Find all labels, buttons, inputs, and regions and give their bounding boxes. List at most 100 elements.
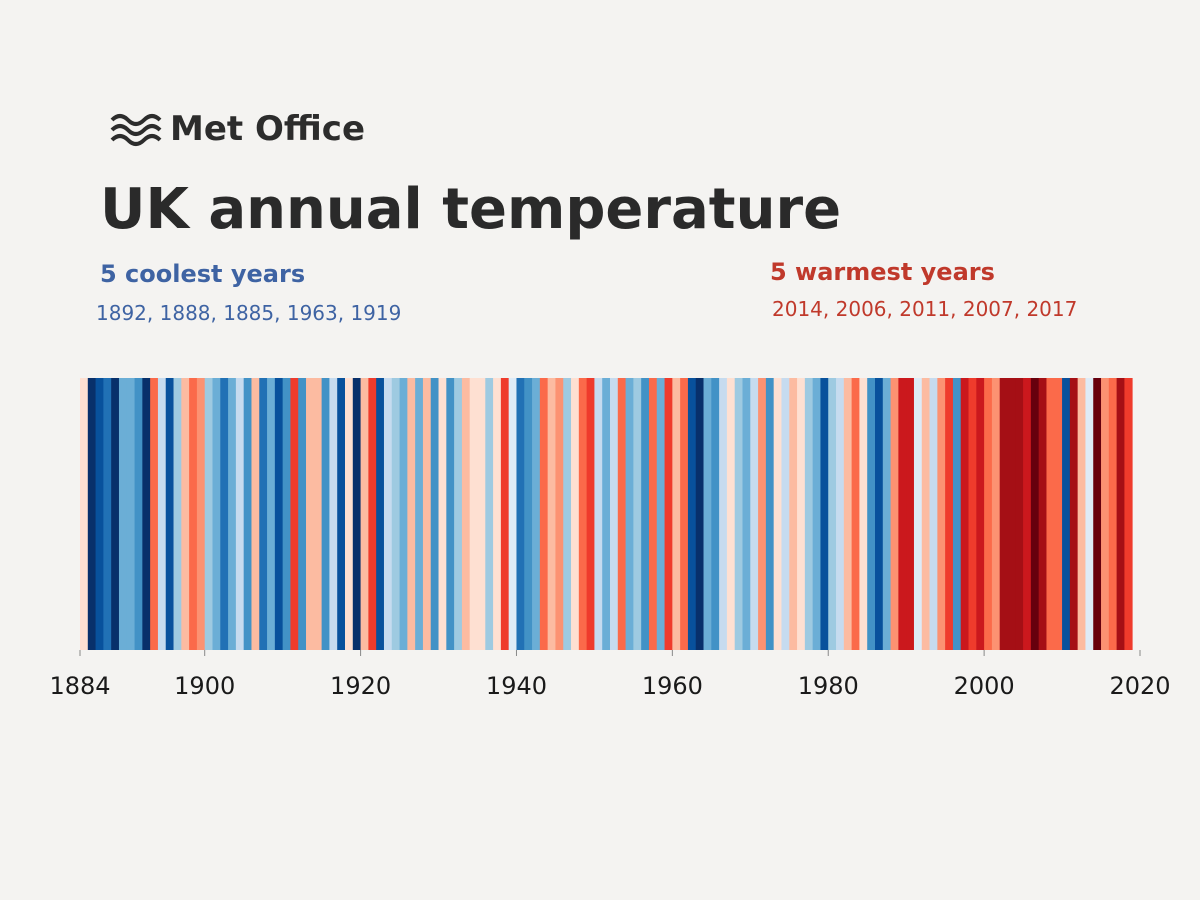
stripe bbox=[984, 378, 993, 650]
stripe bbox=[913, 378, 923, 650]
stripe bbox=[321, 378, 330, 650]
stripe bbox=[1085, 378, 1094, 650]
stripe bbox=[337, 378, 346, 650]
cool-years: 1892, 1888, 1885, 1963, 1919 bbox=[96, 301, 401, 325]
stripe bbox=[789, 378, 798, 650]
stripe bbox=[672, 378, 681, 650]
stripe bbox=[648, 378, 658, 650]
stripe bbox=[898, 378, 907, 650]
stripe bbox=[306, 378, 315, 650]
x-tick-label: 2000 bbox=[954, 672, 1015, 700]
stripe bbox=[625, 378, 634, 650]
stripe bbox=[734, 378, 743, 650]
warm-years: 2014, 2006, 2011, 2007, 2017 bbox=[772, 297, 1077, 321]
stripe bbox=[773, 378, 782, 650]
cool-heading: 5 coolest years bbox=[100, 260, 305, 288]
stripe bbox=[181, 378, 190, 650]
x-tick-label: 1900 bbox=[174, 672, 235, 700]
stripe bbox=[235, 378, 245, 650]
stripe bbox=[828, 378, 837, 650]
stripe bbox=[524, 378, 533, 650]
stripe bbox=[1007, 378, 1016, 650]
stripe bbox=[1062, 378, 1071, 650]
stripe bbox=[571, 378, 580, 650]
stripe bbox=[399, 378, 408, 650]
stripe bbox=[173, 378, 182, 650]
stripe bbox=[656, 378, 665, 650]
stripe bbox=[407, 378, 416, 650]
stripe bbox=[797, 378, 806, 650]
stripe bbox=[875, 378, 884, 650]
stripe bbox=[1030, 378, 1040, 650]
stripe bbox=[469, 378, 478, 650]
stripe bbox=[781, 378, 790, 650]
stripe bbox=[142, 378, 151, 650]
stripe bbox=[274, 378, 284, 650]
stripe bbox=[103, 378, 112, 650]
x-tick-label: 1940 bbox=[486, 672, 547, 700]
stripe bbox=[719, 378, 728, 650]
stripe bbox=[118, 378, 128, 650]
stripe bbox=[87, 378, 96, 650]
stripe bbox=[391, 378, 400, 650]
stripe bbox=[461, 378, 471, 650]
stripe bbox=[890, 378, 899, 650]
stripe bbox=[594, 378, 603, 650]
stripes bbox=[80, 378, 1133, 650]
stripe bbox=[633, 378, 642, 650]
stripe bbox=[516, 378, 525, 650]
stripe bbox=[758, 378, 767, 650]
stripe bbox=[602, 378, 611, 650]
stripe bbox=[446, 378, 455, 650]
stripe bbox=[493, 378, 502, 650]
stripe bbox=[812, 378, 821, 650]
stripe bbox=[859, 378, 868, 650]
x-tick-label: 1884 bbox=[49, 672, 110, 700]
stripe bbox=[126, 378, 135, 650]
stripe bbox=[204, 378, 213, 650]
stripe bbox=[687, 378, 697, 650]
stripe bbox=[360, 378, 369, 650]
stripe bbox=[415, 378, 424, 650]
stripe bbox=[95, 378, 104, 650]
stripe bbox=[1101, 378, 1110, 650]
stripe bbox=[290, 378, 299, 650]
stripe bbox=[976, 378, 985, 650]
stripe bbox=[765, 378, 775, 650]
stripe bbox=[960, 378, 969, 650]
stripe bbox=[539, 378, 549, 650]
stripe bbox=[1046, 378, 1055, 650]
stripe bbox=[820, 378, 829, 650]
x-tick-label: 2020 bbox=[1109, 672, 1170, 700]
stripe bbox=[157, 378, 167, 650]
stripe bbox=[1069, 378, 1079, 650]
stripe bbox=[867, 378, 876, 650]
x-axis: 1884 1900 1920 1940 1960 1980 2000 2020 bbox=[49, 650, 1171, 700]
stripe bbox=[243, 378, 252, 650]
stripe bbox=[804, 378, 814, 650]
stripe bbox=[750, 378, 759, 650]
stripe bbox=[1124, 378, 1133, 650]
stripe bbox=[298, 378, 307, 650]
stripe bbox=[742, 378, 751, 650]
stripe bbox=[228, 378, 237, 650]
stripe bbox=[680, 378, 689, 650]
stripe bbox=[438, 378, 447, 650]
stripe bbox=[111, 378, 120, 650]
stripe bbox=[945, 378, 954, 650]
stripe bbox=[383, 378, 393, 650]
stripe bbox=[477, 378, 486, 650]
x-tick-label: 1920 bbox=[330, 672, 391, 700]
stripe bbox=[454, 378, 463, 650]
chart-title: UK annual temperature bbox=[100, 177, 841, 242]
stripe bbox=[368, 378, 377, 650]
brand: Met Office bbox=[170, 109, 365, 149]
stripe bbox=[282, 378, 291, 650]
stripe bbox=[329, 378, 338, 650]
x-tick-label: 1980 bbox=[798, 672, 859, 700]
stripe bbox=[610, 378, 619, 650]
warm-heading: 5 warmest years bbox=[770, 258, 995, 286]
stripe bbox=[532, 378, 541, 650]
stripe bbox=[220, 378, 229, 650]
